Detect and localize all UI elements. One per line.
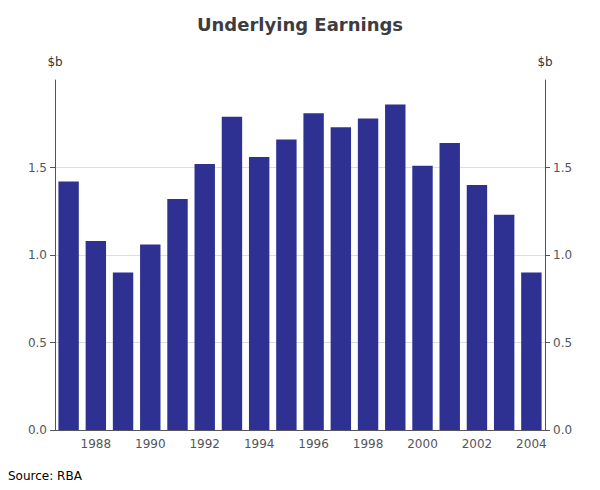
- svg-text:1988: 1988: [81, 437, 112, 451]
- svg-text:$b: $b: [47, 55, 62, 69]
- svg-text:1.5: 1.5: [28, 161, 47, 175]
- svg-text:0.5: 0.5: [553, 336, 572, 350]
- svg-text:1990: 1990: [135, 437, 166, 451]
- svg-text:2000: 2000: [407, 437, 438, 451]
- svg-text:0.0: 0.0: [28, 423, 47, 437]
- svg-text:1998: 1998: [353, 437, 384, 451]
- svg-text:1.0: 1.0: [553, 248, 572, 262]
- svg-text:Underlying Earnings: Underlying Earnings: [197, 14, 403, 35]
- svg-text:1.5: 1.5: [553, 161, 572, 175]
- svg-text:$b: $b: [537, 55, 552, 69]
- svg-text:1.0: 1.0: [28, 248, 47, 262]
- svg-text:0.0: 0.0: [553, 423, 572, 437]
- svg-text:1996: 1996: [298, 437, 329, 451]
- svg-text:1992: 1992: [189, 437, 220, 451]
- svg-text:Source: RBA: Source: RBA: [8, 469, 83, 483]
- svg-text:2004: 2004: [516, 437, 547, 451]
- svg-text:0.5: 0.5: [28, 336, 47, 350]
- svg-text:1994: 1994: [244, 437, 275, 451]
- svg-text:2002: 2002: [462, 437, 493, 451]
